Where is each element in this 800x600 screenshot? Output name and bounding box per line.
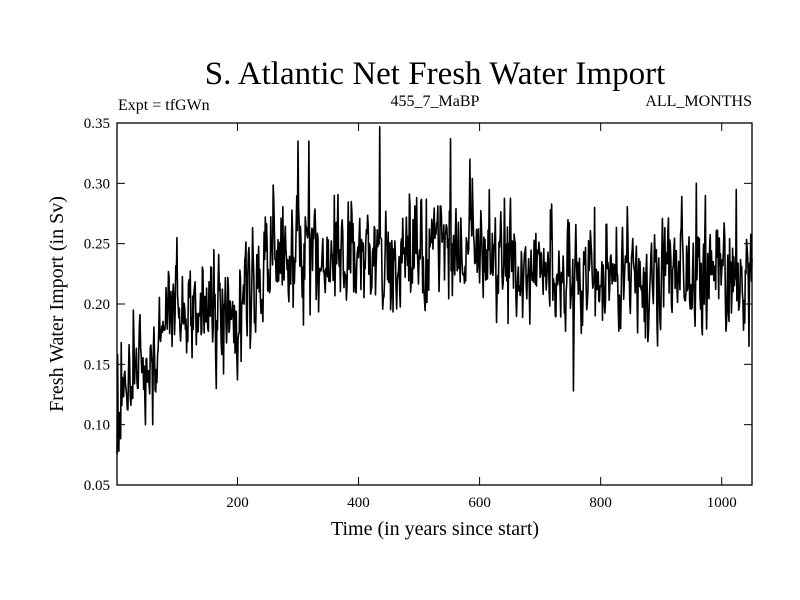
x-axis-ticks: 200 400 600 800 1000: [226, 123, 737, 511]
experiment-label: Expt = tfGWn: [118, 97, 210, 114]
months-label: ALL_MONTHS: [645, 93, 752, 110]
series-line-fresh-water-import: [116, 125, 753, 455]
y-tick-label: 0.25: [84, 237, 110, 253]
y-tick-label: 0.30: [84, 176, 110, 192]
y-tick-label: 0.05: [84, 478, 110, 494]
period-label: 455_7_MaBP: [391, 93, 480, 110]
y-tick-label: 0.20: [84, 297, 110, 313]
y-axis-label: Fresh Water Import (in Sv): [46, 196, 68, 412]
x-tick-label: 600: [468, 495, 491, 511]
x-tick-label: 800: [589, 495, 612, 511]
x-tick-label: 200: [226, 495, 249, 511]
y-tick-label: 0.35: [84, 116, 110, 132]
chart-title: S. Atlantic Net Fresh Water Import: [205, 56, 666, 92]
y-tick-label: 0.15: [84, 357, 110, 373]
x-tick-label: 400: [347, 495, 370, 511]
plot-frame: [116, 122, 753, 486]
x-axis-label: Time (in years since start): [331, 518, 539, 540]
x-tick-label: 1000: [707, 495, 737, 511]
y-tick-label: 0.10: [84, 418, 110, 434]
